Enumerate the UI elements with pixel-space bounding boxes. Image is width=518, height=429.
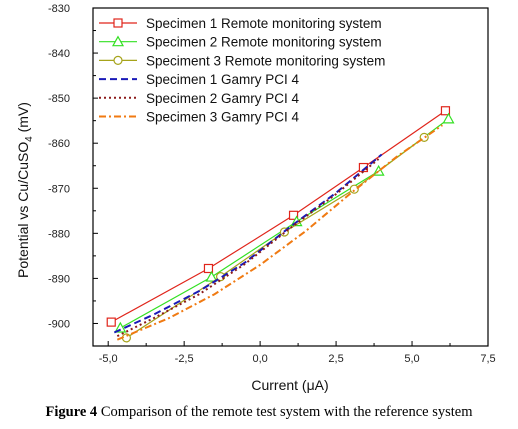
series-1 xyxy=(106,106,451,327)
series-5 xyxy=(116,158,380,337)
y-tick-label: -830 xyxy=(48,3,70,15)
potential-current-chart: -5,0 -2,5 0,0 2,5 5,0 7,5 -830 -840 -850 -860 -870… xyxy=(15,3,496,393)
x-tick-label: -5,0 xyxy=(99,353,118,365)
legend-item-1: Specimen 1 Remote monitoring system xyxy=(99,16,382,31)
x-tick-label: 2,5 xyxy=(328,353,343,365)
figure-caption: Figure 4 Comparison of the remote test s… xyxy=(0,404,518,426)
x-tick-label: 5,0 xyxy=(404,353,419,365)
legend-item-3: Speciment 3 Remote monitoring system xyxy=(99,53,385,68)
legend-item-2: Specimen 2 Remote monitoring system xyxy=(99,35,382,50)
y-tick-label: -870 xyxy=(48,183,70,195)
series-1-point xyxy=(203,263,214,274)
legend-marker xyxy=(113,18,123,28)
legend-label: Specimen 2 Remote monitoring system xyxy=(146,35,382,50)
series-1-point xyxy=(106,317,116,327)
series-4-line xyxy=(113,153,383,334)
legend-marker xyxy=(113,55,123,66)
legend-label: Specimen 1 Gamry PCI 4 xyxy=(146,72,300,87)
series-2-point xyxy=(114,321,127,333)
x-axis-title: Current (μA) xyxy=(251,377,328,393)
y-axis-title-text: Potential vs Cu/CuSO xyxy=(15,142,31,278)
legend-item-5: Specimen 2 Gamry PCI 4 xyxy=(99,91,300,106)
series-3-point xyxy=(349,184,359,194)
series-1-point xyxy=(288,210,299,220)
series-layer xyxy=(106,106,455,343)
x-axis-title-unit: (μA) xyxy=(302,377,329,393)
legend-item-6: Specimen 3 Gamry PCI 4 xyxy=(99,110,300,125)
x-tick-label: 7,5 xyxy=(480,353,495,365)
legend-item-4: Specimen 1 Gamry PCI 4 xyxy=(99,72,300,87)
y-tick-label: -860 xyxy=(48,138,70,150)
series-5-line xyxy=(116,158,380,337)
legend-label: Speciment 3 Remote monitoring system xyxy=(146,53,385,68)
series-1-point xyxy=(440,106,451,116)
y-tick-label: -840 xyxy=(48,48,70,60)
x-axis-title-text: Current xyxy=(251,377,298,393)
series-1-line xyxy=(110,110,446,323)
x-tick-label: 0,0 xyxy=(252,353,267,365)
y-tick-label: -900 xyxy=(48,318,70,330)
legend-label: Specimen 3 Gamry PCI 4 xyxy=(146,110,300,125)
y-axis-title: Potential vs Cu/CuSO4 (mV) xyxy=(15,102,35,278)
legend: Specimen 1 Remote monitoring system Speci… xyxy=(99,16,385,125)
series-4 xyxy=(113,153,383,334)
legend-marker xyxy=(111,35,125,47)
y-tick-label: -850 xyxy=(48,93,70,105)
y-axis-title-unit: (mV) xyxy=(15,102,31,136)
series-6-line xyxy=(116,124,443,341)
x-tick-label: -2,5 xyxy=(175,353,194,365)
series-2-point xyxy=(442,112,455,124)
series-2-point xyxy=(205,270,218,282)
legend-label: Specimen 1 Remote monitoring system xyxy=(146,16,382,31)
series-6 xyxy=(116,124,443,341)
figure-caption-label: Figure 4 xyxy=(45,404,98,420)
y-axis-title-subscript: 4 xyxy=(24,136,35,142)
plot-frame xyxy=(92,7,489,347)
figure-caption-text: Comparison of the remote test system wit… xyxy=(97,404,473,420)
series-2-line xyxy=(120,118,449,329)
y-tick-label: -890 xyxy=(48,273,70,285)
series-2 xyxy=(114,112,455,333)
legend-label: Specimen 2 Gamry PCI 4 xyxy=(146,91,300,106)
ticks-layer: -5,0 -2,5 0,0 2,5 5,0 7,5 -830 -840 -850 -860 -870… xyxy=(48,3,496,365)
y-tick-label: -880 xyxy=(48,228,70,240)
